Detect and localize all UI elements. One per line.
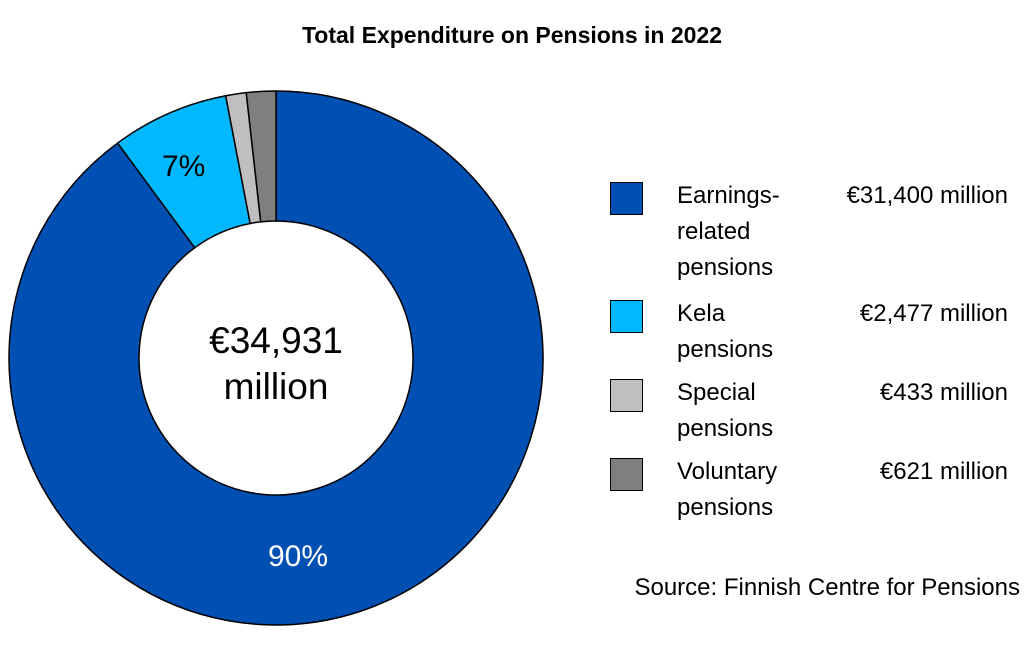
slice-percent-label-earnings: 90%: [268, 540, 329, 573]
legend-label-line: pensions: [677, 254, 774, 281]
donut-slice-voluntary: [245, 90, 277, 223]
legend-label-kela: Kela pensions: [677, 296, 807, 368]
legend-label-line: Kela: [677, 300, 726, 327]
legend-label-special: Special pensions: [677, 375, 807, 447]
legend-value-kela: €2,477 million: [859, 300, 1008, 327]
legend-swatch-special: [610, 379, 643, 412]
chart-title: Total Expenditure on Pensions in 2022: [301, 22, 723, 48]
legend-swatch-kela: [610, 300, 643, 333]
donut-slices: [8, 90, 544, 626]
legend-value-special: €433 million: [879, 379, 1008, 406]
center-total-unit: million: [223, 366, 329, 407]
legend-label-voluntary: Voluntary pensions: [677, 454, 807, 526]
legend-value-voluntary: €621 million: [879, 458, 1008, 485]
legend-label-line: Earnings-: [677, 182, 780, 209]
legend-label-line: pensions: [677, 415, 774, 442]
legend-label-line: Voluntary: [677, 458, 778, 485]
legend-swatch-voluntary: [610, 458, 643, 491]
center-total-label: €34,931 million: [176, 318, 376, 410]
legend-swatch-earnings: [610, 182, 643, 215]
donut-slice-earnings: [8, 90, 544, 626]
legend-label-line: Special: [677, 379, 756, 406]
legend-label-line: related: [677, 218, 751, 245]
legend-label-line: pensions: [677, 336, 774, 363]
legend-value-earnings: €31,400 million: [846, 182, 1008, 209]
source-note: Source: Finnish Centre for Pensions: [634, 574, 1020, 601]
slice-percent-label-kela: 7%: [162, 150, 206, 183]
legend-label-line: pensions: [677, 494, 774, 521]
center-total-value: €34,931: [209, 320, 343, 361]
legend-label-earnings: Earnings- related pensions: [677, 178, 807, 286]
